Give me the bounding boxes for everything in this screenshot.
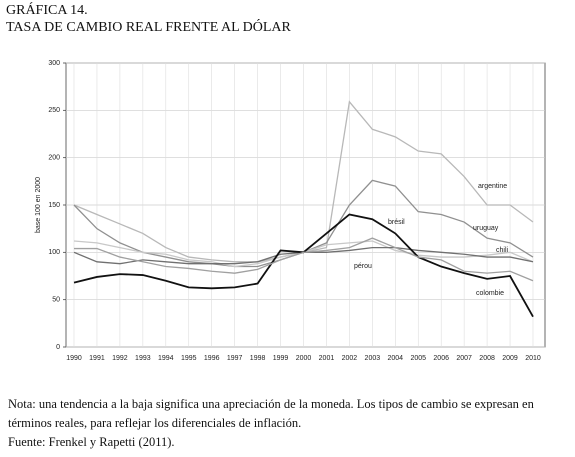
x-tick-label: 1997 (227, 355, 243, 362)
y-tick-label: 0 (56, 344, 60, 351)
x-tick-label: 1991 (89, 355, 105, 362)
x-tick-label: 2009 (502, 355, 518, 362)
x-tick-label: 2007 (456, 355, 472, 362)
x-tick-label: 2005 (410, 355, 426, 362)
x-tick-label: 2001 (319, 355, 335, 362)
series-line (74, 237, 534, 282)
x-tick-label: 2002 (342, 355, 358, 362)
chart-subtitle: TASA DE CAMBIO REAL FRENTE AL DÓLAR (6, 20, 291, 35)
y-tick-label: 100 (48, 249, 60, 256)
x-tick-label: 2010 (525, 355, 541, 362)
y-tick-label: 250 (48, 107, 60, 114)
x-tick-label: 1990 (66, 355, 82, 362)
x-tick-label: 1999 (273, 355, 289, 362)
y-tick-label: 50 (52, 297, 60, 304)
x-tick-label: 2000 (296, 355, 312, 362)
chart: base 100 en 2000 0 50 100 150 200 250 300 1990 1… (35, 60, 546, 362)
x-tick-label: 1992 (112, 355, 128, 362)
series-label: argentine (478, 183, 507, 190)
x-tick-label: 1998 (250, 355, 266, 362)
x-tick-label: 1996 (204, 355, 220, 362)
x-tick-label: 2008 (479, 355, 495, 362)
chart-title: GRÁFICA 14. (6, 3, 88, 18)
y-tick-label: 150 (48, 202, 60, 209)
x-tick-label: 2003 (365, 355, 381, 362)
series-label: colombie (476, 290, 504, 297)
note: Nota: una tendencia a la baja significa … (8, 397, 534, 430)
series-label: pérou (354, 263, 372, 270)
y-tick-label: 200 (48, 155, 60, 162)
y-tick-label: 300 (48, 60, 60, 67)
series-label: chili (496, 247, 509, 254)
source: Fuente: Frenkel y Rapetti (2011). (8, 435, 175, 449)
series-label: uruguay (473, 225, 499, 232)
x-tick-label: 1993 (135, 355, 151, 362)
series-label: brésil (388, 219, 405, 226)
y-axis-label: base 100 en 2000 (35, 177, 42, 233)
x-tick-label: 2004 (388, 355, 404, 362)
x-tick-label: 1995 (181, 355, 197, 362)
x-tick-label: 2006 (433, 355, 449, 362)
x-tick-label: 1994 (158, 355, 174, 362)
